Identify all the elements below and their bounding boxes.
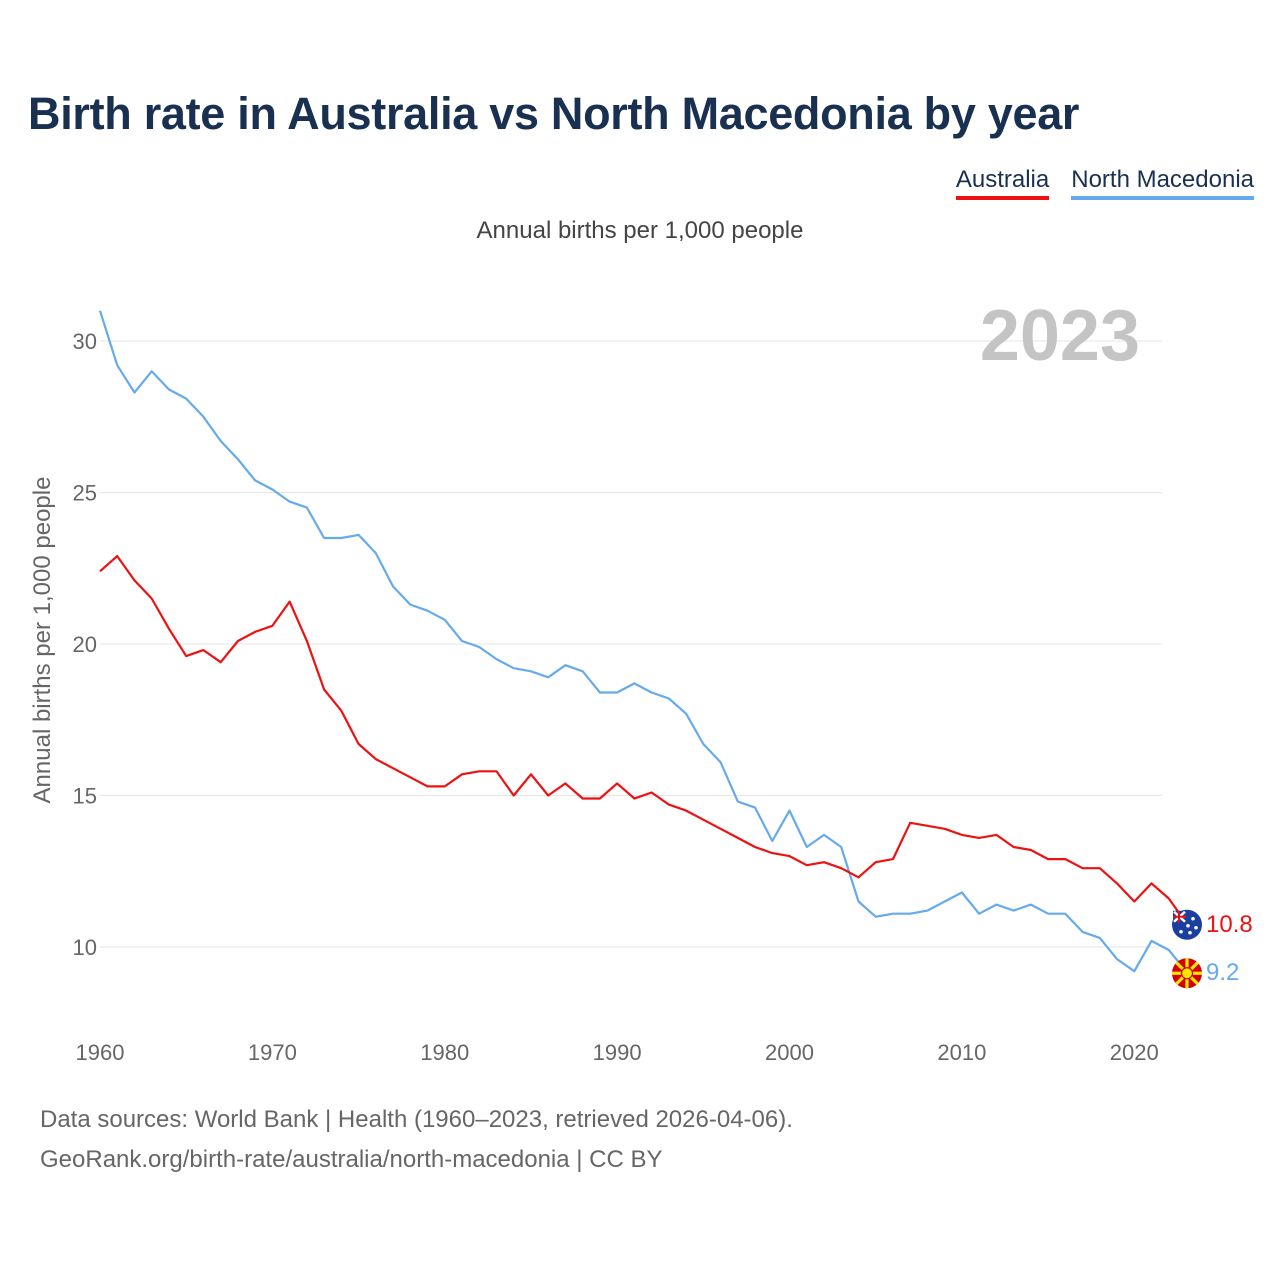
- x-tick-label-1980: 1980: [420, 1040, 469, 1065]
- y-axis-label: Annual births per 1,000 people: [29, 477, 56, 804]
- australia-flag-star-0: [1191, 916, 1195, 921]
- x-tick-label-2000: 2000: [765, 1040, 814, 1065]
- y-tick-label-15: 15: [73, 784, 97, 809]
- australia-flag-star-2: [1188, 930, 1192, 935]
- legend-item-australia[interactable]: Australia: [955, 166, 1050, 200]
- y-tick-label-10: 10: [73, 935, 97, 960]
- australia-flag-star-1: [1194, 925, 1198, 930]
- series-line-australia: [99, 554, 1192, 924]
- line-chart: 10 15 20 25 30 1960 1970 1980 1990 2000 2010 2020 An…: [29, 296, 1253, 1065]
- north-macedonia-flag-sun: [1180, 967, 1194, 980]
- north-macedonia-flag-icon: [1172, 958, 1202, 989]
- attribution-link[interactable]: GeoRank.org/birth-rate/australia/north-m…: [40, 1146, 663, 1173]
- x-tick-label-1990: 1990: [593, 1040, 642, 1065]
- data-source-note: Data sources: World Bank | Health (1960–…: [40, 1106, 793, 1133]
- legend: Australia North Macedonia: [955, 166, 1254, 200]
- chart-subtitle: Annual births per 1,000 people: [476, 217, 804, 244]
- year-badge: 2023: [980, 296, 1140, 376]
- australia-flag-star-3: [1179, 929, 1183, 934]
- series-line-north-macedonia: [98, 310, 1192, 973]
- x-tick-label-1970: 1970: [248, 1040, 297, 1065]
- y-tick-label-25: 25: [73, 481, 97, 506]
- legend-item-north-macedonia[interactable]: North Macedonia: [1071, 166, 1254, 200]
- australia-flag-icon: [1172, 909, 1202, 940]
- australia-flag-star-4: [1186, 923, 1190, 928]
- chart-title: Birth rate in Australia vs North Macedon…: [28, 88, 1080, 139]
- end-label-north-macedonia: 9.2: [1206, 959, 1239, 986]
- y-tick-label-20: 20: [73, 632, 97, 657]
- end-label-australia: 10.8: [1206, 911, 1253, 938]
- x-tick-label-2010: 2010: [937, 1040, 986, 1065]
- x-tick-label-1960: 1960: [76, 1040, 125, 1065]
- x-tick-label-2020: 2020: [1110, 1040, 1159, 1065]
- y-tick-label-30: 30: [73, 329, 97, 354]
